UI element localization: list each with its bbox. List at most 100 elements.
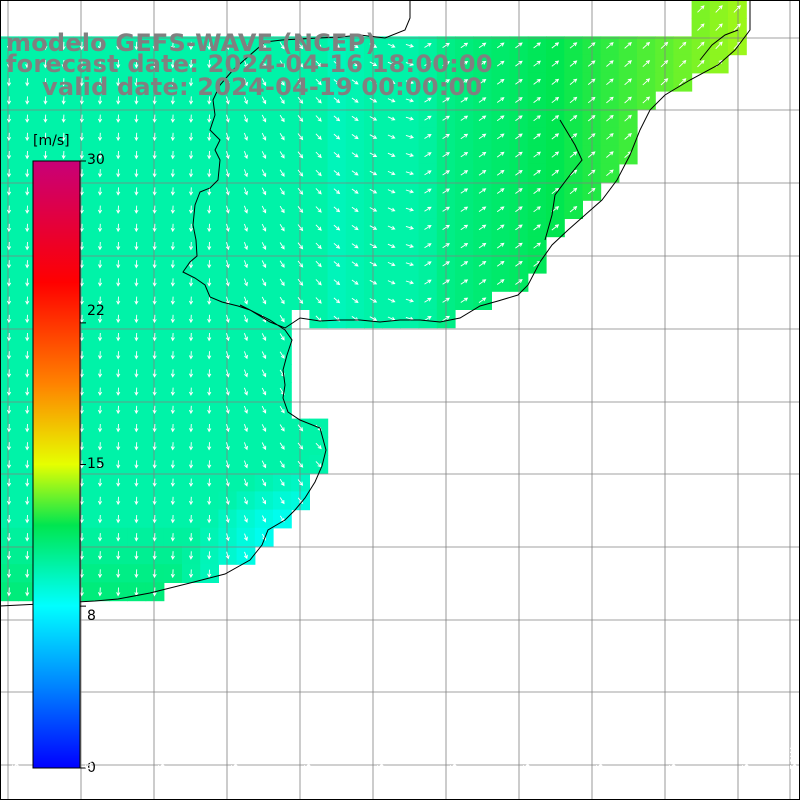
wind-arrow [188, 314, 194, 324]
wind-arrow [315, 78, 322, 86]
wind-arrow [225, 223, 230, 233]
wind-arrow [188, 150, 194, 160]
colorbar-unit: [m/s] [33, 133, 70, 149]
wind-arrow [6, 132, 12, 142]
wind-arrow [79, 351, 84, 360]
wind-arrow [152, 460, 157, 469]
wind-arrow [225, 169, 230, 178]
wind-arrow [478, 60, 487, 67]
wind-arrow [587, 42, 596, 49]
wind-arrow [297, 297, 304, 305]
wind-arrow [97, 405, 103, 415]
lat-label: 34S [771, 239, 791, 250]
wind-arrow [315, 60, 322, 68]
wind-arrow [170, 260, 175, 269]
wind-arrow [116, 514, 121, 524]
wind-arrow [188, 132, 194, 142]
wind-arrow [515, 279, 523, 285]
wind-arrow [170, 96, 175, 105]
wind-arrow [25, 223, 30, 233]
wind-arrow [460, 261, 469, 267]
wind-arrow [243, 351, 248, 360]
wind-arrow [243, 78, 248, 87]
wind-arrow [6, 223, 12, 233]
wind-arrow [170, 59, 175, 69]
wind-arrow [733, 23, 741, 31]
wind-arrow [642, 78, 651, 86]
wind-arrow [61, 78, 66, 87]
wind-arrow [279, 333, 285, 341]
wind-arrow [97, 314, 103, 324]
wind-arrow [315, 224, 322, 231]
wind-arrow [533, 188, 541, 194]
wind-arrow [188, 369, 194, 378]
wind-arrow [207, 150, 212, 160]
wind-arrow [297, 460, 304, 468]
wind-arrow [424, 261, 432, 267]
wind-arrow [315, 279, 322, 286]
wind-arrow [261, 424, 267, 432]
wind-arrow [261, 497, 267, 505]
wind-arrow [97, 150, 103, 160]
wind-arrow [369, 207, 378, 212]
wind-arrow [225, 78, 230, 87]
wind-arrow [333, 261, 341, 267]
wind-arrow [351, 134, 359, 140]
wind-arrow [587, 78, 596, 85]
wind-arrow [25, 114, 30, 123]
wind-arrow [387, 225, 396, 230]
wind-arrow [225, 205, 230, 214]
wind-arrow [261, 169, 267, 178]
wind-arrow [188, 442, 194, 451]
wind-arrow [569, 114, 578, 122]
wind-arrow [587, 133, 596, 140]
wind-arrow [116, 78, 121, 87]
wind-arrow [387, 43, 396, 48]
wind-arrow [551, 42, 560, 49]
wind-arrow [225, 260, 230, 269]
wind-arrow [369, 152, 378, 157]
wind-arrow [405, 61, 414, 66]
wind-arrow [460, 297, 469, 303]
wind-arrow [279, 478, 285, 487]
wind-arrow [533, 78, 541, 85]
wind-arrow [97, 169, 103, 178]
wind-arrow [515, 169, 523, 176]
wind-arrow [715, 5, 723, 13]
wind-arrow [79, 405, 84, 415]
wind-arrow [442, 279, 450, 285]
wind-arrow [116, 96, 121, 105]
wind-arrow [261, 369, 267, 378]
wind-arrow [261, 296, 267, 305]
wind-arrow [25, 296, 30, 305]
wind-arrow [405, 298, 414, 303]
wind-arrow [405, 207, 414, 212]
wind-arrow [207, 478, 212, 487]
wind-arrow [79, 442, 84, 451]
wind-arrow [279, 242, 285, 250]
wind-arrow [79, 78, 84, 87]
wind-arrow [333, 242, 341, 249]
lon-label: 53W [595, 747, 606, 770]
wind-arrow [207, 260, 212, 269]
wind-arrow [478, 170, 487, 176]
wind-arrow [261, 132, 267, 141]
wind-arrow [333, 188, 341, 195]
wind-arrow [551, 151, 560, 158]
wind-arrow [152, 478, 157, 487]
wind-arrow [387, 98, 396, 103]
wind-arrow [496, 60, 505, 67]
wind-arrow [551, 169, 560, 176]
wind-arrow [97, 205, 103, 214]
wind-arrow [79, 59, 84, 69]
wind-arrow [97, 423, 103, 433]
wind-arrow [116, 442, 121, 451]
wind-arrow [405, 80, 414, 85]
wind-arrow [297, 115, 304, 123]
wind-arrow [606, 114, 614, 122]
wind-arrow [387, 261, 396, 267]
wind-arrow [642, 96, 651, 104]
wind-arrow [697, 23, 705, 31]
wind-arrow [116, 387, 121, 396]
